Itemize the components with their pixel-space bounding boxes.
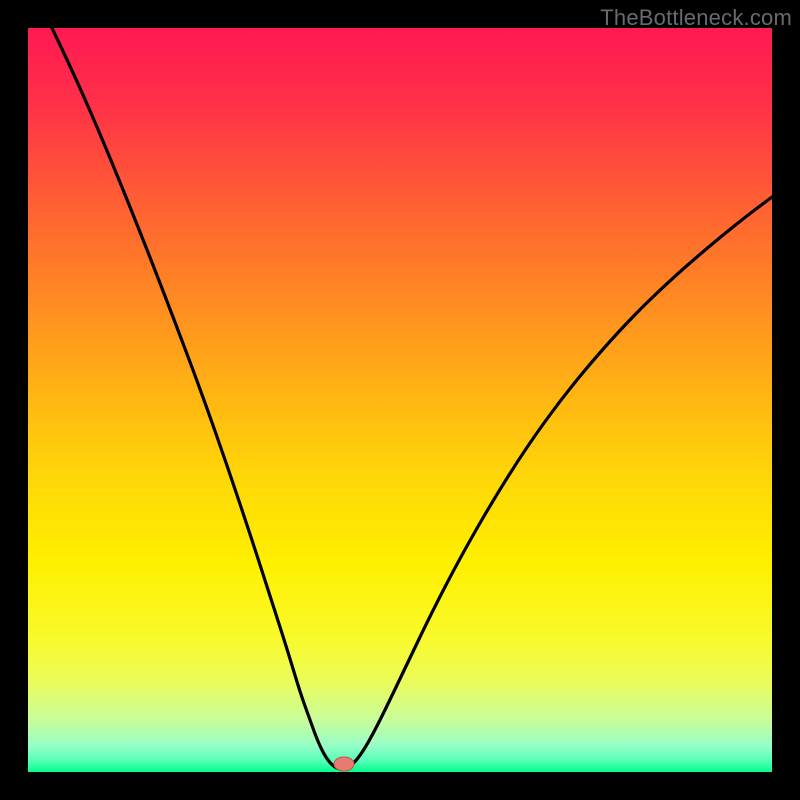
plot-gradient-area	[28, 28, 772, 772]
watermark-text: TheBottleneck.com	[600, 5, 792, 31]
chart-container: TheBottleneck.com	[0, 0, 800, 800]
